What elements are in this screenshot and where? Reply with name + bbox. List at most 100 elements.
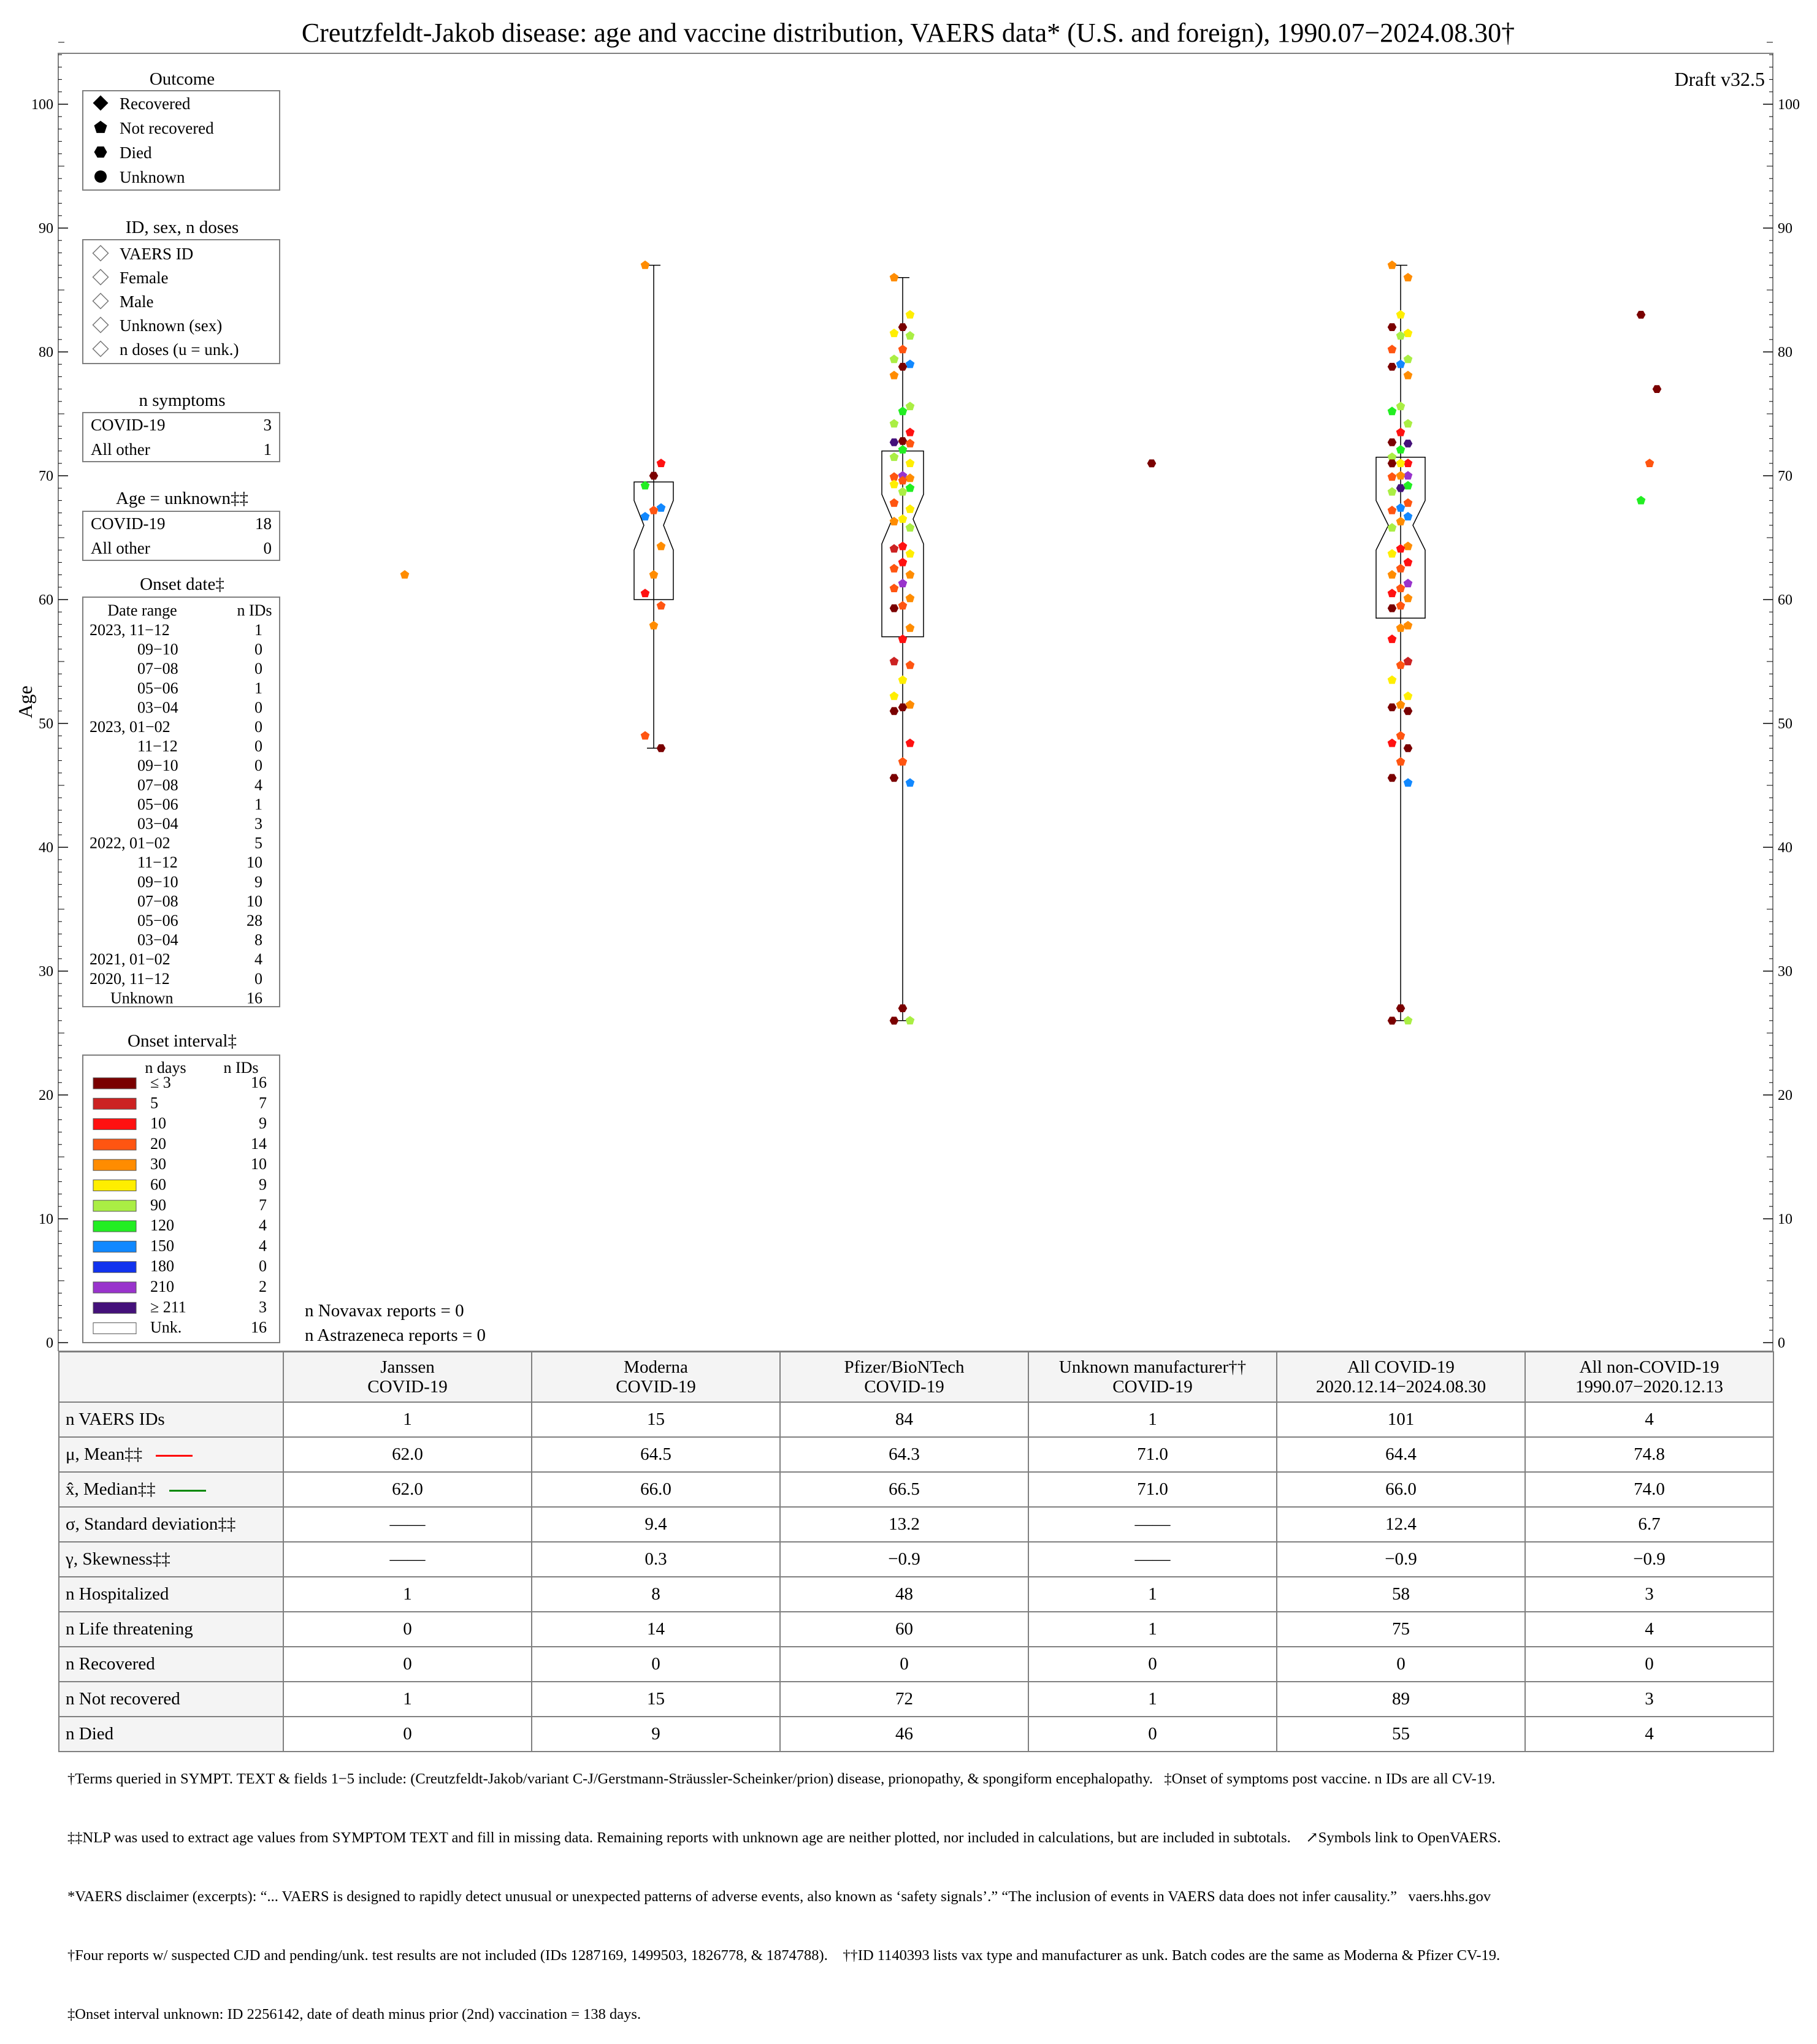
- data-point: [1387, 604, 1397, 612]
- data-point: [898, 444, 908, 454]
- legend-onset-date-n: 4: [254, 950, 262, 968]
- data-point: [889, 419, 899, 428]
- legend-onset-date-n: 10: [247, 892, 262, 910]
- table-cell: 3: [1524, 1576, 1774, 1612]
- legend-onset-interval-label: 210: [150, 1278, 174, 1295]
- notched-box: [633, 481, 674, 600]
- legend-onset-date-n: 5: [254, 834, 262, 852]
- data-point: [889, 273, 899, 281]
- outline-diamond-icon: [92, 316, 109, 334]
- data-point: [1387, 406, 1397, 416]
- table-cell: 62.0: [283, 1471, 532, 1508]
- data-point: [1396, 444, 1406, 454]
- legend-symptoms-value: 1: [264, 440, 272, 459]
- table-cell: ——: [1028, 1506, 1277, 1543]
- data-point: [898, 471, 908, 480]
- circle-icon: [94, 170, 107, 183]
- data-point: [1403, 481, 1413, 490]
- data-point: [1387, 675, 1397, 684]
- table-row-label: n VAERS IDs: [58, 1401, 284, 1438]
- outline-diamond-icon: [92, 269, 109, 286]
- data-point: [898, 557, 908, 566]
- data-point: [898, 362, 908, 371]
- data-point: [898, 514, 908, 523]
- legend-onset-date-n: 3: [254, 815, 262, 833]
- data-point: [1403, 707, 1413, 715]
- legend-symptoms-title: n symptoms: [139, 391, 226, 410]
- table-cell: 12.4: [1276, 1506, 1526, 1543]
- table-cell: 66.0: [1276, 1471, 1526, 1508]
- data-point: [1396, 484, 1406, 492]
- table-header-cell: [58, 1351, 284, 1403]
- legend-onset-date-n: 8: [254, 931, 262, 949]
- data-point: [898, 541, 908, 551]
- y-tick-label-right: 40: [1778, 840, 1792, 856]
- legend-onset-date-range: 05−06: [137, 795, 178, 813]
- y-tick-label-left: 50: [39, 716, 53, 732]
- data-point: [1403, 440, 1413, 448]
- legend-id-item: Male: [120, 292, 153, 311]
- y-tick-label-left: 80: [39, 345, 53, 360]
- data-point: [1403, 657, 1413, 666]
- legend-onset-date-n: 1: [254, 621, 262, 639]
- table-cell: 48: [779, 1576, 1029, 1612]
- outline-diamond-icon: [92, 340, 109, 357]
- legend: Outcome Recovered Not recovered Died Unknown…: [82, 69, 280, 1343]
- data-point: [1396, 623, 1406, 632]
- data-point: [1387, 774, 1397, 782]
- table-row-label: n Died: [58, 1716, 284, 1752]
- notched-box: [1375, 456, 1426, 619]
- legend-onset-date-n: 4: [254, 776, 262, 794]
- table-cell: 4: [1524, 1611, 1774, 1647]
- table-cell: ——: [283, 1541, 532, 1577]
- table-cell: 0: [779, 1646, 1029, 1682]
- data-point: [905, 660, 915, 669]
- table-cell: 101: [1276, 1401, 1526, 1438]
- data-point: [1403, 620, 1413, 630]
- footnote: ‡Onset interval unknown: ID 2256142, dat…: [67, 2006, 641, 2023]
- data-point: [1396, 359, 1406, 368]
- legend-id-box: [82, 239, 280, 364]
- table-row: σ, Standard deviation‡‡ —— 9.4 13.2 —— 12.4 6.…: [58, 1506, 1774, 1543]
- data-point: [898, 579, 908, 587]
- table-row: n Recovered 0 0 0 0 0 0: [58, 1646, 1774, 1682]
- footnote: †Terms queried in SYMPT. TEXT & fields 1…: [67, 1771, 1496, 1787]
- footnote: *VAERS disclaimer (excerpts): “... VAERS…: [67, 1888, 1491, 1905]
- table-header-cell: Janssen COVID-19: [283, 1351, 532, 1403]
- table-row: γ, Skewness‡‡ —— 0.3 −0.9 —— −0.9 −0.9: [58, 1541, 1774, 1577]
- legend-symptoms-label: All other: [91, 440, 150, 459]
- legend-onset-date-range: 07−08: [137, 892, 178, 910]
- data-point: [898, 703, 908, 712]
- legend-onset-date-n: 0: [254, 970, 262, 988]
- data-point: [1403, 498, 1413, 507]
- data-point: [905, 402, 915, 411]
- data-point: [898, 634, 908, 643]
- table-cell: 1: [1028, 1611, 1277, 1647]
- data-point: [905, 570, 915, 579]
- onset-color-swatch: [93, 1200, 137, 1212]
- onset-color-swatch: [93, 1261, 137, 1273]
- onset-color-swatch: [93, 1302, 137, 1314]
- data-point: [1403, 471, 1413, 480]
- legend-onset-interval-col: n IDs: [223, 1059, 258, 1077]
- table-cell: 72: [779, 1681, 1029, 1717]
- legend-outcome-box: [82, 90, 280, 191]
- legend-onset-interval-col: n days: [145, 1059, 186, 1077]
- data-point: [649, 620, 659, 630]
- data-point: [1147, 459, 1157, 468]
- table-cell: 64.3: [779, 1436, 1029, 1473]
- legend-onset-interval-n: 16: [251, 1319, 267, 1337]
- table-cell: 64.5: [531, 1436, 781, 1473]
- legend-onset-date-n: 0: [254, 738, 262, 755]
- legend-onset-date-n: 1: [254, 795, 262, 813]
- data-point: [1396, 310, 1406, 319]
- legend-onset-date-range: 2023, 11−12: [90, 621, 170, 639]
- onset-color-swatch: [93, 1077, 137, 1089]
- legend-onset-interval-n: 3: [259, 1298, 267, 1316]
- data-point: [905, 359, 915, 368]
- data-point: [905, 700, 915, 709]
- table-header-cell: All non-COVID-19 1990.07−2020.12.13: [1524, 1351, 1774, 1403]
- data-point: [898, 675, 908, 684]
- data-point: [889, 774, 899, 782]
- data-point: [1403, 354, 1413, 364]
